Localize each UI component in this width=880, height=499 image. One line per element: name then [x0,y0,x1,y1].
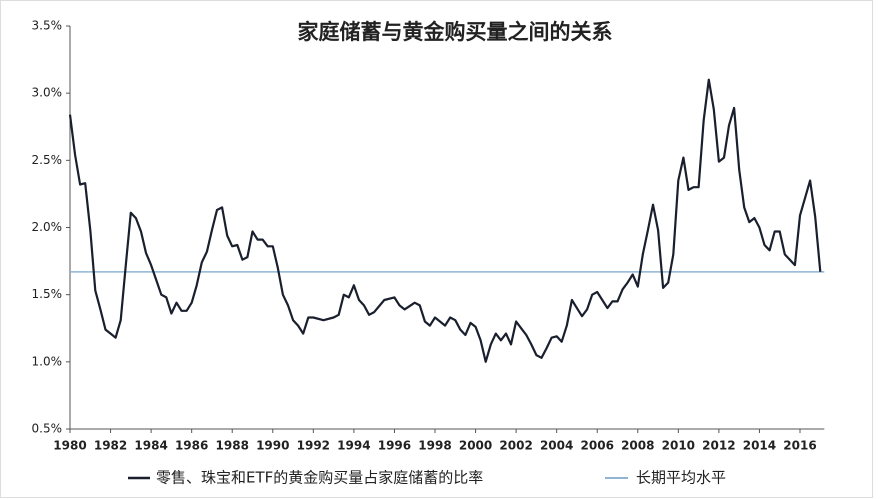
x-tick-label: 1994 [337,439,370,453]
x-tick-label: 2000 [459,439,492,453]
y-tick-label: 1.0% [32,354,63,368]
legend-label: 长期平均水平 [636,469,726,487]
x-tick-label: 1988 [216,439,249,453]
x-tick-label: 1996 [378,439,411,453]
x-tick-label: 1984 [134,439,167,453]
y-tick-label: 2.0% [32,220,63,234]
y-tick-label: 0.5% [32,422,63,436]
x-tick-label: 2006 [581,439,614,453]
y-tick-label: 3.0% [32,86,63,100]
x-tick-label: 2012 [702,439,735,453]
x-tick-label: 1986 [175,439,208,453]
x-tick-label: 1990 [256,439,289,453]
x-tick-label: 1982 [94,439,127,453]
x-tick-label: 2004 [540,439,573,453]
x-tick-label: 2016 [783,439,816,453]
x-tick-label: 1980 [53,439,86,453]
x-tick-label: 1998 [418,439,451,453]
x-tick-label: 2002 [499,439,532,453]
y-tick-label: 3.5% [32,19,63,33]
y-tick-label: 1.5% [32,287,63,301]
legend-label: 零售、珠宝和ETF的黄金购买量占家庭储蓄的比率 [156,469,483,487]
chart-title: 家庭储蓄与黄金购买量之间的关系 [298,20,613,44]
x-tick-label: 2008 [621,439,654,453]
x-tick-label: 2014 [743,439,776,453]
x-tick-label: 1992 [297,439,330,453]
y-tick-label: 2.5% [32,153,63,167]
x-tick-label: 2010 [662,439,695,453]
series-line [68,78,822,363]
